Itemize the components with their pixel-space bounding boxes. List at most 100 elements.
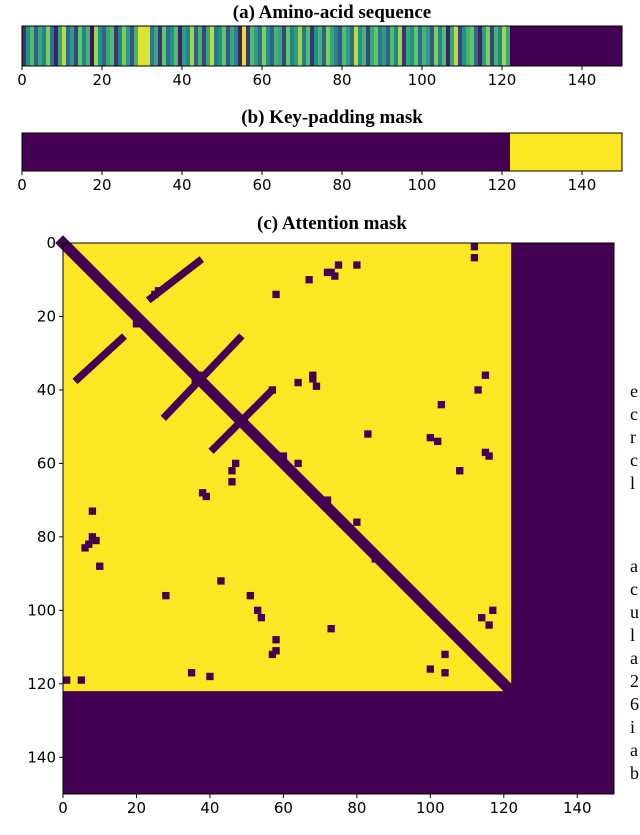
masked-cell: [485, 452, 493, 460]
side-text: a: [630, 556, 638, 576]
masked-cell: [217, 577, 225, 585]
cell: [350, 133, 355, 171]
masked-cell: [334, 261, 343, 269]
cell: [546, 133, 551, 171]
masked-cell: [485, 621, 493, 629]
masked-cell: [323, 268, 332, 277]
masked-cell: [474, 386, 482, 394]
side-text: 2: [630, 671, 639, 691]
masked-cell: [187, 669, 196, 677]
masked-cell: [92, 536, 100, 545]
masked-cell: [353, 518, 361, 526]
cell: [34, 26, 39, 66]
cell: [218, 133, 223, 171]
cell: [526, 133, 531, 171]
cell: [158, 26, 163, 66]
cell: [430, 133, 435, 171]
cell: [78, 26, 83, 66]
cell: [558, 26, 563, 66]
y-tick-label: 100: [27, 601, 56, 619]
cell: [386, 26, 391, 66]
masked-cell: [294, 378, 302, 387]
cell: [254, 26, 259, 66]
cell: [390, 133, 395, 171]
cell: [106, 133, 111, 171]
cell: [534, 133, 539, 171]
masked-cell: [246, 591, 255, 600]
cell: [294, 26, 299, 66]
cell: [594, 26, 599, 66]
cell: [322, 26, 327, 66]
cell: [370, 26, 375, 66]
x-tick-label: 60: [252, 176, 271, 194]
cell: [482, 133, 487, 171]
cell: [606, 26, 611, 66]
cell: [306, 133, 311, 171]
y-tick-label: 80: [37, 528, 56, 546]
masked-cell: [481, 371, 490, 379]
cell: [110, 133, 115, 171]
cell: [606, 133, 611, 171]
cell: [486, 133, 491, 171]
cell: [402, 26, 407, 66]
cell: [394, 26, 399, 66]
cell: [338, 133, 343, 171]
cell: [310, 26, 315, 66]
cell: [450, 133, 455, 171]
masked-cell: [305, 276, 313, 284]
cell: [186, 26, 191, 66]
cell: [466, 133, 471, 171]
cell: [58, 133, 63, 171]
cell: [462, 26, 467, 66]
x-tick-label: 140: [563, 799, 592, 817]
cell: [178, 133, 183, 171]
cell: [594, 133, 599, 171]
cell: [410, 26, 415, 66]
cell: [146, 133, 151, 171]
side-text: a: [630, 740, 638, 760]
cell: [326, 26, 331, 66]
cell: [418, 26, 423, 66]
y-tick-label: 0: [46, 234, 56, 252]
masked-cell: [162, 591, 170, 600]
cell: [98, 26, 103, 66]
cell: [346, 26, 351, 66]
cell: [570, 133, 575, 171]
side-text: u: [630, 602, 639, 622]
masked-cell: [191, 378, 199, 387]
cell: [70, 133, 75, 171]
cell: [226, 133, 231, 171]
masked-band: [208, 388, 274, 454]
cell: [42, 26, 47, 66]
cell: [350, 26, 355, 66]
cell: [530, 133, 535, 171]
cell: [482, 26, 487, 66]
cell: [414, 133, 419, 171]
cell: [510, 133, 515, 171]
masked-cell: [426, 434, 435, 442]
cell: [570, 26, 575, 66]
cell: [50, 26, 55, 66]
masked-cell: [231, 459, 240, 468]
cell: [478, 26, 483, 66]
cell: [142, 26, 147, 66]
cell: [502, 26, 507, 66]
cell: [542, 133, 547, 171]
cell: [50, 133, 55, 171]
masked-cell: [257, 614, 266, 622]
x-tick-label: 80: [332, 176, 351, 194]
cell: [450, 26, 455, 66]
masked-cell: [489, 606, 497, 615]
cell: [134, 133, 139, 171]
x-tick-label: 80: [347, 799, 366, 817]
cell: [566, 26, 571, 66]
cell: [194, 133, 199, 171]
cell: [590, 133, 595, 171]
cell: [90, 133, 95, 171]
cell: [506, 133, 511, 171]
cell: [490, 133, 495, 171]
masked-cell: [143, 323, 152, 332]
cell: [530, 26, 535, 66]
cell: [122, 133, 127, 171]
cell: [474, 26, 479, 66]
